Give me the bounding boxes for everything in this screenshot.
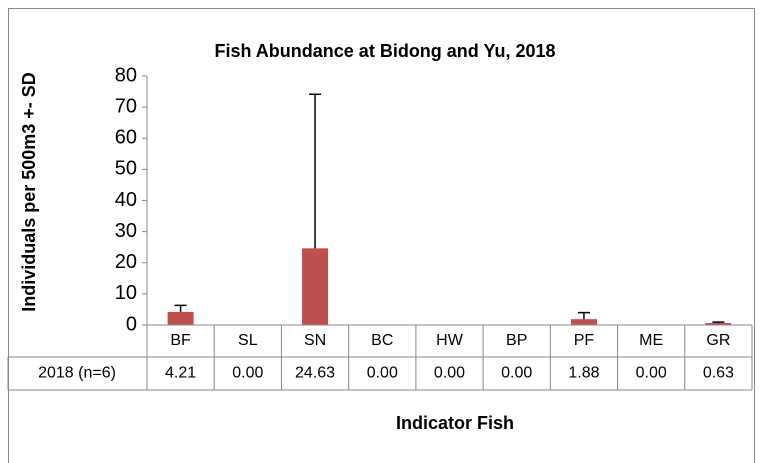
x-tick-label: BC	[371, 332, 393, 349]
y-tick-label: 70	[115, 95, 137, 117]
y-tick-label: 20	[115, 251, 137, 273]
x-tick-label: SL	[238, 332, 258, 349]
table-value: 24.63	[295, 365, 335, 382]
table-value: 0.00	[501, 365, 532, 382]
chart-title: Fish Abundance at Bidong and Yu, 2018	[214, 41, 555, 61]
x-axis-title: Indicator Fish	[396, 413, 514, 433]
bar	[302, 248, 329, 325]
table-value: 0.63	[703, 365, 734, 382]
chart-border	[8, 8, 755, 463]
x-tick-label: GR	[706, 332, 730, 349]
y-tick-label: 50	[115, 158, 137, 180]
y-axis-title: Individuals per 500m3 +- SD	[19, 72, 39, 312]
table-value: 0.00	[232, 365, 263, 382]
x-tick-label: SN	[304, 332, 326, 349]
y-tick-label: 60	[115, 127, 137, 149]
x-tick-label: BF	[170, 332, 191, 349]
x-tick-label: BP	[506, 332, 527, 349]
y-tick-label: 30	[115, 220, 137, 242]
legend-label: 2018 (n=6)	[38, 365, 116, 382]
table-value: 0.00	[636, 365, 667, 382]
y-tick-label: 40	[115, 189, 137, 211]
bar	[167, 311, 194, 325]
table-value: 0.00	[434, 365, 465, 382]
table-value: 0.00	[367, 365, 398, 382]
x-tick-label: PF	[574, 332, 595, 349]
y-tick-label: 0	[126, 313, 137, 335]
bar	[570, 319, 597, 325]
x-tick-label: ME	[639, 332, 663, 349]
bar	[705, 323, 732, 325]
y-tick-label: 10	[115, 282, 137, 304]
y-tick-label: 80	[115, 64, 137, 86]
x-tick-label: HW	[436, 332, 464, 349]
table-value: 1.88	[568, 365, 599, 382]
table-value: 4.21	[165, 365, 196, 382]
